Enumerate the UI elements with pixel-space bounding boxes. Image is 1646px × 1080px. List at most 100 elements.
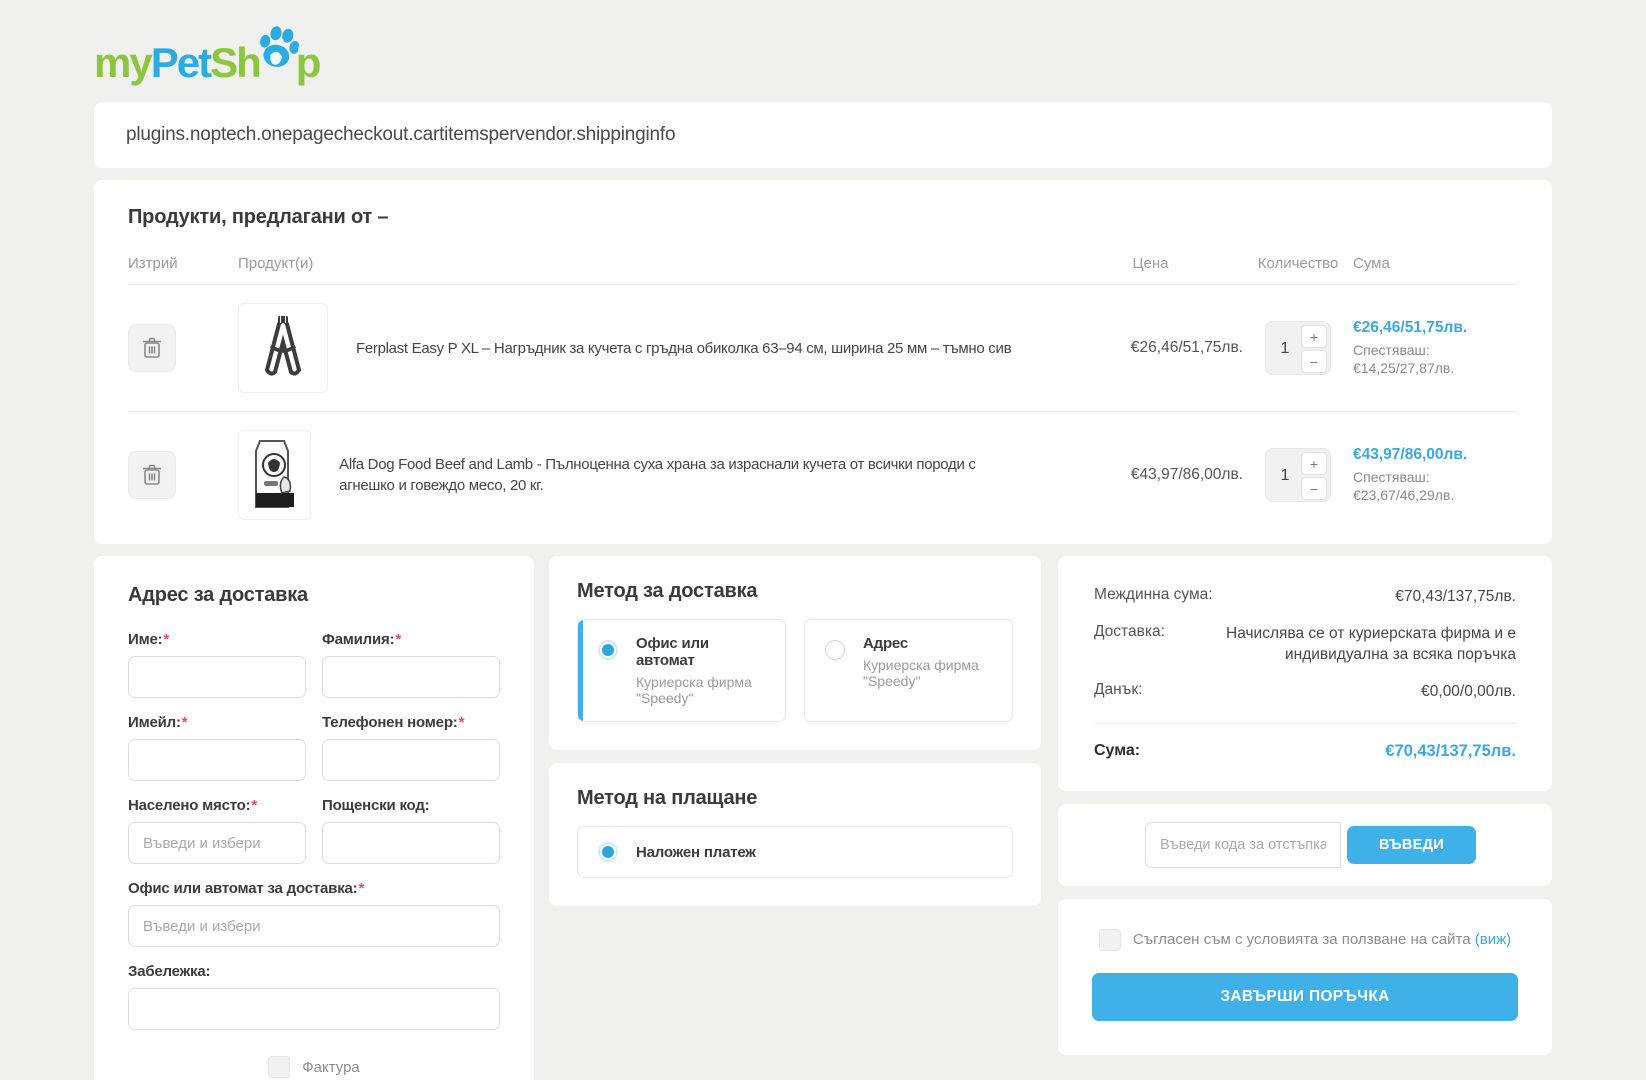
email-field[interactable] bbox=[128, 739, 306, 781]
dog-food-bag-image[interactable] bbox=[238, 430, 312, 520]
discount-code-input[interactable] bbox=[1144, 821, 1341, 868]
shipping-method-panel: Метод за доставка Офис или автомат Курие… bbox=[549, 556, 1041, 750]
shipping-option-office[interactable]: Офис или автомат Куриерска фирма "Speedy… bbox=[577, 619, 786, 722]
dog-harness-image[interactable] bbox=[238, 303, 328, 393]
note-label: Забележка: bbox=[128, 963, 211, 980]
delete-item-button[interactable] bbox=[128, 324, 176, 372]
total-value: €70,43/137,75лв. bbox=[1385, 741, 1516, 760]
quantity-increase-button[interactable]: + bbox=[1301, 452, 1327, 475]
shipping-option-sub: Куриерска фирма "Speedy" bbox=[636, 674, 752, 706]
apply-discount-button[interactable]: ВЪВЕДИ bbox=[1346, 825, 1476, 864]
shipping-cost-label: Доставка: bbox=[1094, 622, 1165, 640]
item-savings-label: Спестяваш: bbox=[1353, 468, 1430, 485]
cart-item-row: Alfa Dog Food Beef and Lamb - Пълноценна… bbox=[128, 411, 1518, 538]
delete-item-button[interactable] bbox=[128, 451, 176, 499]
header-price: Цена bbox=[1132, 255, 1169, 272]
radio-checked-icon[interactable] bbox=[598, 640, 618, 660]
shipping-option-label: Офис или автомат bbox=[636, 635, 709, 669]
address-title: Адрес за доставка bbox=[128, 584, 308, 606]
dog-food-bag-graphic bbox=[254, 440, 294, 508]
quantity-increase-button[interactable]: + bbox=[1301, 325, 1327, 348]
postcode-label: Пощенски код: bbox=[322, 797, 430, 814]
products-panel: Продукти, предлагани от – Изтрий Продукт… bbox=[94, 180, 1552, 544]
item-sum-block: €43,97/86,00лв. Спестяваш: €23,67/46,29л… bbox=[1353, 445, 1518, 506]
shipping-option-address[interactable]: Адрес Куриерска фирма "Speedy" bbox=[804, 619, 1013, 722]
logo-text-sh: Sh bbox=[210, 39, 262, 86]
required-mark: * bbox=[395, 631, 402, 648]
radio-unchecked-icon[interactable] bbox=[825, 640, 845, 660]
trash-icon bbox=[143, 464, 161, 485]
discount-panel: ВЪВЕДИ bbox=[1058, 803, 1552, 886]
payment-option-label: Наложен платеж bbox=[636, 843, 756, 861]
payment-method-panel: Метод на плащане Наложен платеж bbox=[549, 763, 1041, 906]
shipping-method-title: Метод за доставка bbox=[577, 580, 758, 602]
item-savings: €23,67/46,29лв. bbox=[1353, 487, 1455, 504]
dog-harness-graphic bbox=[264, 316, 302, 376]
quantity-decrease-button[interactable]: − bbox=[1301, 350, 1327, 373]
radio-checked-icon[interactable] bbox=[598, 842, 618, 862]
payment-option-cod[interactable]: Наложен платеж bbox=[577, 826, 1013, 878]
quantity-stepper: + − bbox=[1265, 321, 1331, 376]
required-mark: * bbox=[181, 714, 188, 731]
last-name-label: Фамилия:* bbox=[322, 631, 402, 648]
subtotal-label: Междинна сума: bbox=[1094, 586, 1213, 603]
order-summary-panel: Междинна сума: €70,43/137,75лв. Доставка… bbox=[1058, 556, 1552, 791]
phone-field[interactable] bbox=[322, 739, 500, 781]
complete-order-button[interactable]: ЗАВЪРШИ ПОРЪЧКА bbox=[1092, 972, 1518, 1021]
item-price: €26,46/51,75лв. bbox=[1130, 339, 1243, 356]
header-quantity: Количество bbox=[1257, 255, 1339, 272]
subtotal-value: €70,43/137,75лв. bbox=[1395, 588, 1516, 605]
product-name-link[interactable]: Ferplast Easy P XL – Нагръдник за кучета… bbox=[356, 339, 1012, 357]
header-sum: Сума bbox=[1353, 255, 1390, 272]
terms-checkbox[interactable] bbox=[1098, 928, 1121, 951]
item-sum: €26,46/51,75лв. bbox=[1353, 318, 1468, 336]
tax-value: €0,00/0,00лв. bbox=[1421, 683, 1516, 701]
tax-label: Данък: bbox=[1094, 681, 1143, 699]
note-field[interactable] bbox=[128, 988, 500, 1030]
summary-divider bbox=[1094, 722, 1516, 724]
required-mark: * bbox=[251, 797, 258, 814]
invoice-checkbox[interactable] bbox=[268, 1056, 291, 1078]
shipping-address-panel: Адрес за доставка Име:* Фамилия:* Имейл:… bbox=[94, 556, 534, 1080]
shipping-option-label: Адрес bbox=[863, 635, 909, 652]
required-mark: * bbox=[358, 880, 365, 897]
terms-text: Съгласен съм с условията за ползване на … bbox=[1132, 931, 1512, 949]
quantity-input[interactable] bbox=[1266, 322, 1304, 376]
email-label: Имейл:* bbox=[128, 714, 188, 731]
quantity-stepper: + − bbox=[1265, 448, 1331, 503]
header-delete: Изтрий bbox=[128, 255, 178, 272]
required-mark: * bbox=[458, 714, 465, 731]
office-label: Офис или автомат за доставка:* bbox=[128, 880, 365, 897]
cart-item-row: Ferplast Easy P XL – Нагръдник за кучета… bbox=[128, 285, 1518, 411]
quantity-input[interactable] bbox=[1266, 449, 1304, 503]
quantity-decrease-button[interactable]: − bbox=[1301, 477, 1327, 500]
required-mark: * bbox=[163, 631, 170, 648]
office-field[interactable] bbox=[128, 905, 500, 947]
shipping-option-sub: Куриерска фирма "Speedy" bbox=[863, 657, 979, 689]
city-label: Населено място:* bbox=[128, 797, 258, 814]
shop-logo[interactable]: my Pet Sh p bbox=[94, 24, 334, 84]
shipping-cost-value: Начислява се от куриерската фирма и е ин… bbox=[1226, 624, 1516, 664]
item-savings: €14,25/27,87лв. bbox=[1353, 360, 1455, 377]
payment-method-title: Метод на плащане bbox=[577, 787, 758, 809]
page-title: plugins.noptech.onepagecheckout.cartitem… bbox=[126, 124, 676, 145]
paw-icon bbox=[259, 26, 300, 67]
item-savings-label: Спестяваш: bbox=[1353, 341, 1430, 358]
first-name-field[interactable] bbox=[128, 656, 306, 698]
trash-icon bbox=[143, 337, 161, 358]
page-title-bar: plugins.noptech.onepagecheckout.cartitem… bbox=[94, 102, 1552, 168]
item-sum-block: €26,46/51,75лв. Спестяваш: €14,25/27,87л… bbox=[1353, 318, 1518, 379]
logo-text-p: p bbox=[295, 39, 322, 86]
invoice-row: Фактура bbox=[128, 1056, 500, 1078]
city-field[interactable] bbox=[128, 822, 306, 864]
item-price: €43,97/86,00лв. bbox=[1130, 466, 1243, 483]
last-name-field[interactable] bbox=[322, 656, 500, 698]
products-header-row: Изтрий Продукт(и) Цена Количество Сума bbox=[128, 255, 1518, 285]
item-sum: €43,97/86,00лв. bbox=[1353, 445, 1468, 463]
postcode-field[interactable] bbox=[322, 822, 500, 864]
logo-text-my: my bbox=[94, 39, 153, 86]
logo-text-pet: Pet bbox=[150, 39, 212, 86]
terms-link[interactable]: (виж) bbox=[1474, 931, 1512, 949]
phone-label: Телефонен номер:* bbox=[322, 714, 465, 731]
product-name-link[interactable]: Alfa Dog Food Beef and Lamb - Пълноценна… bbox=[339, 456, 976, 494]
